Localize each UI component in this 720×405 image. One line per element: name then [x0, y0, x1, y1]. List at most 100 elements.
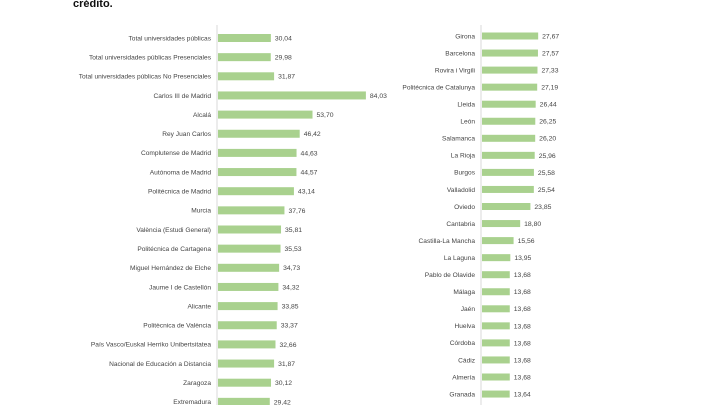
- data-label: 34,73: [283, 265, 300, 272]
- data-label: 27,57: [542, 50, 559, 57]
- bar: [218, 321, 277, 330]
- bar: [218, 340, 276, 349]
- data-label: 23,85: [534, 204, 551, 211]
- data-label: 44,63: [301, 150, 318, 157]
- data-label: 33,37: [281, 323, 298, 330]
- data-label: 31,87: [278, 361, 295, 368]
- bar: [482, 288, 510, 296]
- category-label: Oviedo: [454, 204, 475, 211]
- data-label: 25,58: [538, 170, 555, 177]
- data-label: 46,42: [304, 131, 321, 138]
- category-label: Zaragoza: [183, 380, 211, 387]
- bar: [482, 322, 510, 330]
- bar: [482, 356, 510, 364]
- data-label: 53,70: [317, 112, 334, 119]
- data-label: 13,64: [514, 391, 531, 398]
- data-label: 26,25: [539, 119, 556, 126]
- category-label: Total universidades públicas Presenciale…: [89, 54, 212, 61]
- bar: [218, 206, 285, 215]
- bar: [482, 117, 536, 125]
- data-label: 26,20: [539, 136, 556, 143]
- category-label: Extremadura: [173, 399, 211, 405]
- bar: [218, 53, 271, 62]
- bar: [482, 49, 538, 57]
- data-label: 27,33: [541, 68, 558, 75]
- data-label: 26,44: [540, 102, 557, 109]
- bar: [482, 373, 510, 381]
- category-label: Salamanca: [442, 136, 475, 143]
- data-label: 13,95: [514, 255, 531, 262]
- data-label: 34,32: [282, 284, 299, 291]
- bar: [218, 378, 272, 387]
- data-label: 30,04: [275, 35, 292, 42]
- category-label: Nacional de Educación a Distancia: [109, 361, 211, 368]
- category-label: País Vasco/Euskal Herriko Unibertsitatea: [91, 342, 211, 349]
- category-label: Cantabria: [446, 221, 475, 228]
- category-label: Miguel Hernández de Elche: [130, 265, 211, 272]
- data-label: 84,03: [370, 93, 387, 100]
- data-label: 30,12: [275, 380, 292, 387]
- category-label: Córdoba: [450, 340, 476, 347]
- data-label: 27,67: [542, 33, 559, 40]
- category-label: Girona: [455, 33, 475, 40]
- bar: [218, 110, 313, 119]
- bar: [482, 83, 538, 91]
- category-label: Lleida: [457, 102, 475, 109]
- section-heading: crédito.: [73, 0, 113, 10]
- data-label: 29,98: [275, 55, 292, 62]
- category-label: León: [460, 119, 475, 126]
- category-label: València (Estudi General): [136, 227, 211, 234]
- bar: [482, 32, 539, 40]
- category-label: Alicante: [188, 303, 212, 310]
- category-label: Granada: [449, 391, 475, 398]
- bar: [482, 305, 510, 313]
- bar: [482, 168, 534, 176]
- category-label: Politécnica de Catalunya: [402, 84, 475, 91]
- bar: [218, 282, 279, 291]
- data-label: 25,54: [538, 187, 555, 194]
- data-label: 44,57: [300, 169, 317, 176]
- bar: [482, 254, 511, 262]
- data-label: 13,68: [514, 323, 531, 330]
- bar: [218, 263, 280, 272]
- category-label: Autónoma de Madrid: [150, 169, 212, 176]
- data-label: 43,14: [298, 189, 315, 196]
- data-label: 25,96: [539, 153, 556, 160]
- bar: [218, 129, 300, 138]
- category-label: Politécnica de Madrid: [148, 189, 211, 196]
- data-label: 13,68: [514, 340, 531, 347]
- category-label: Huelva: [454, 323, 475, 330]
- category-label: Total universidades públicas No Presenci…: [79, 74, 212, 81]
- bar: [218, 359, 275, 368]
- category-label: Murcia: [191, 208, 211, 215]
- data-label: 15,56: [518, 238, 535, 245]
- bar: [482, 220, 521, 228]
- bar: [218, 225, 282, 234]
- bar: [482, 151, 535, 159]
- data-label: 35,81: [285, 227, 302, 234]
- category-label: Cádiz: [458, 357, 475, 364]
- bar: [218, 244, 281, 253]
- bar: [482, 185, 534, 193]
- data-label: 37,76: [288, 208, 305, 215]
- category-label: Castilla-La Mancha: [419, 238, 476, 245]
- bar: [218, 187, 294, 196]
- data-label: 31,87: [278, 74, 295, 81]
- bar: [218, 148, 297, 157]
- category-label: Valladolid: [447, 187, 475, 194]
- category-label: Complutense de Madrid: [141, 150, 211, 157]
- data-label: 32,66: [279, 342, 296, 349]
- data-label: 33,85: [282, 304, 299, 311]
- category-label: Jaén: [461, 306, 476, 313]
- category-label: Carlos III de Madrid: [153, 93, 211, 100]
- bar: [218, 91, 366, 100]
- bar: [482, 271, 510, 279]
- bar: [482, 66, 538, 74]
- category-label: Alcalá: [193, 112, 211, 119]
- category-label: Politécnica de Cartagena: [137, 246, 211, 253]
- data-label: 13,68: [514, 272, 531, 279]
- category-label: Burgos: [454, 170, 476, 177]
- bar: [218, 168, 297, 177]
- category-label: Politècnica de València: [143, 323, 211, 330]
